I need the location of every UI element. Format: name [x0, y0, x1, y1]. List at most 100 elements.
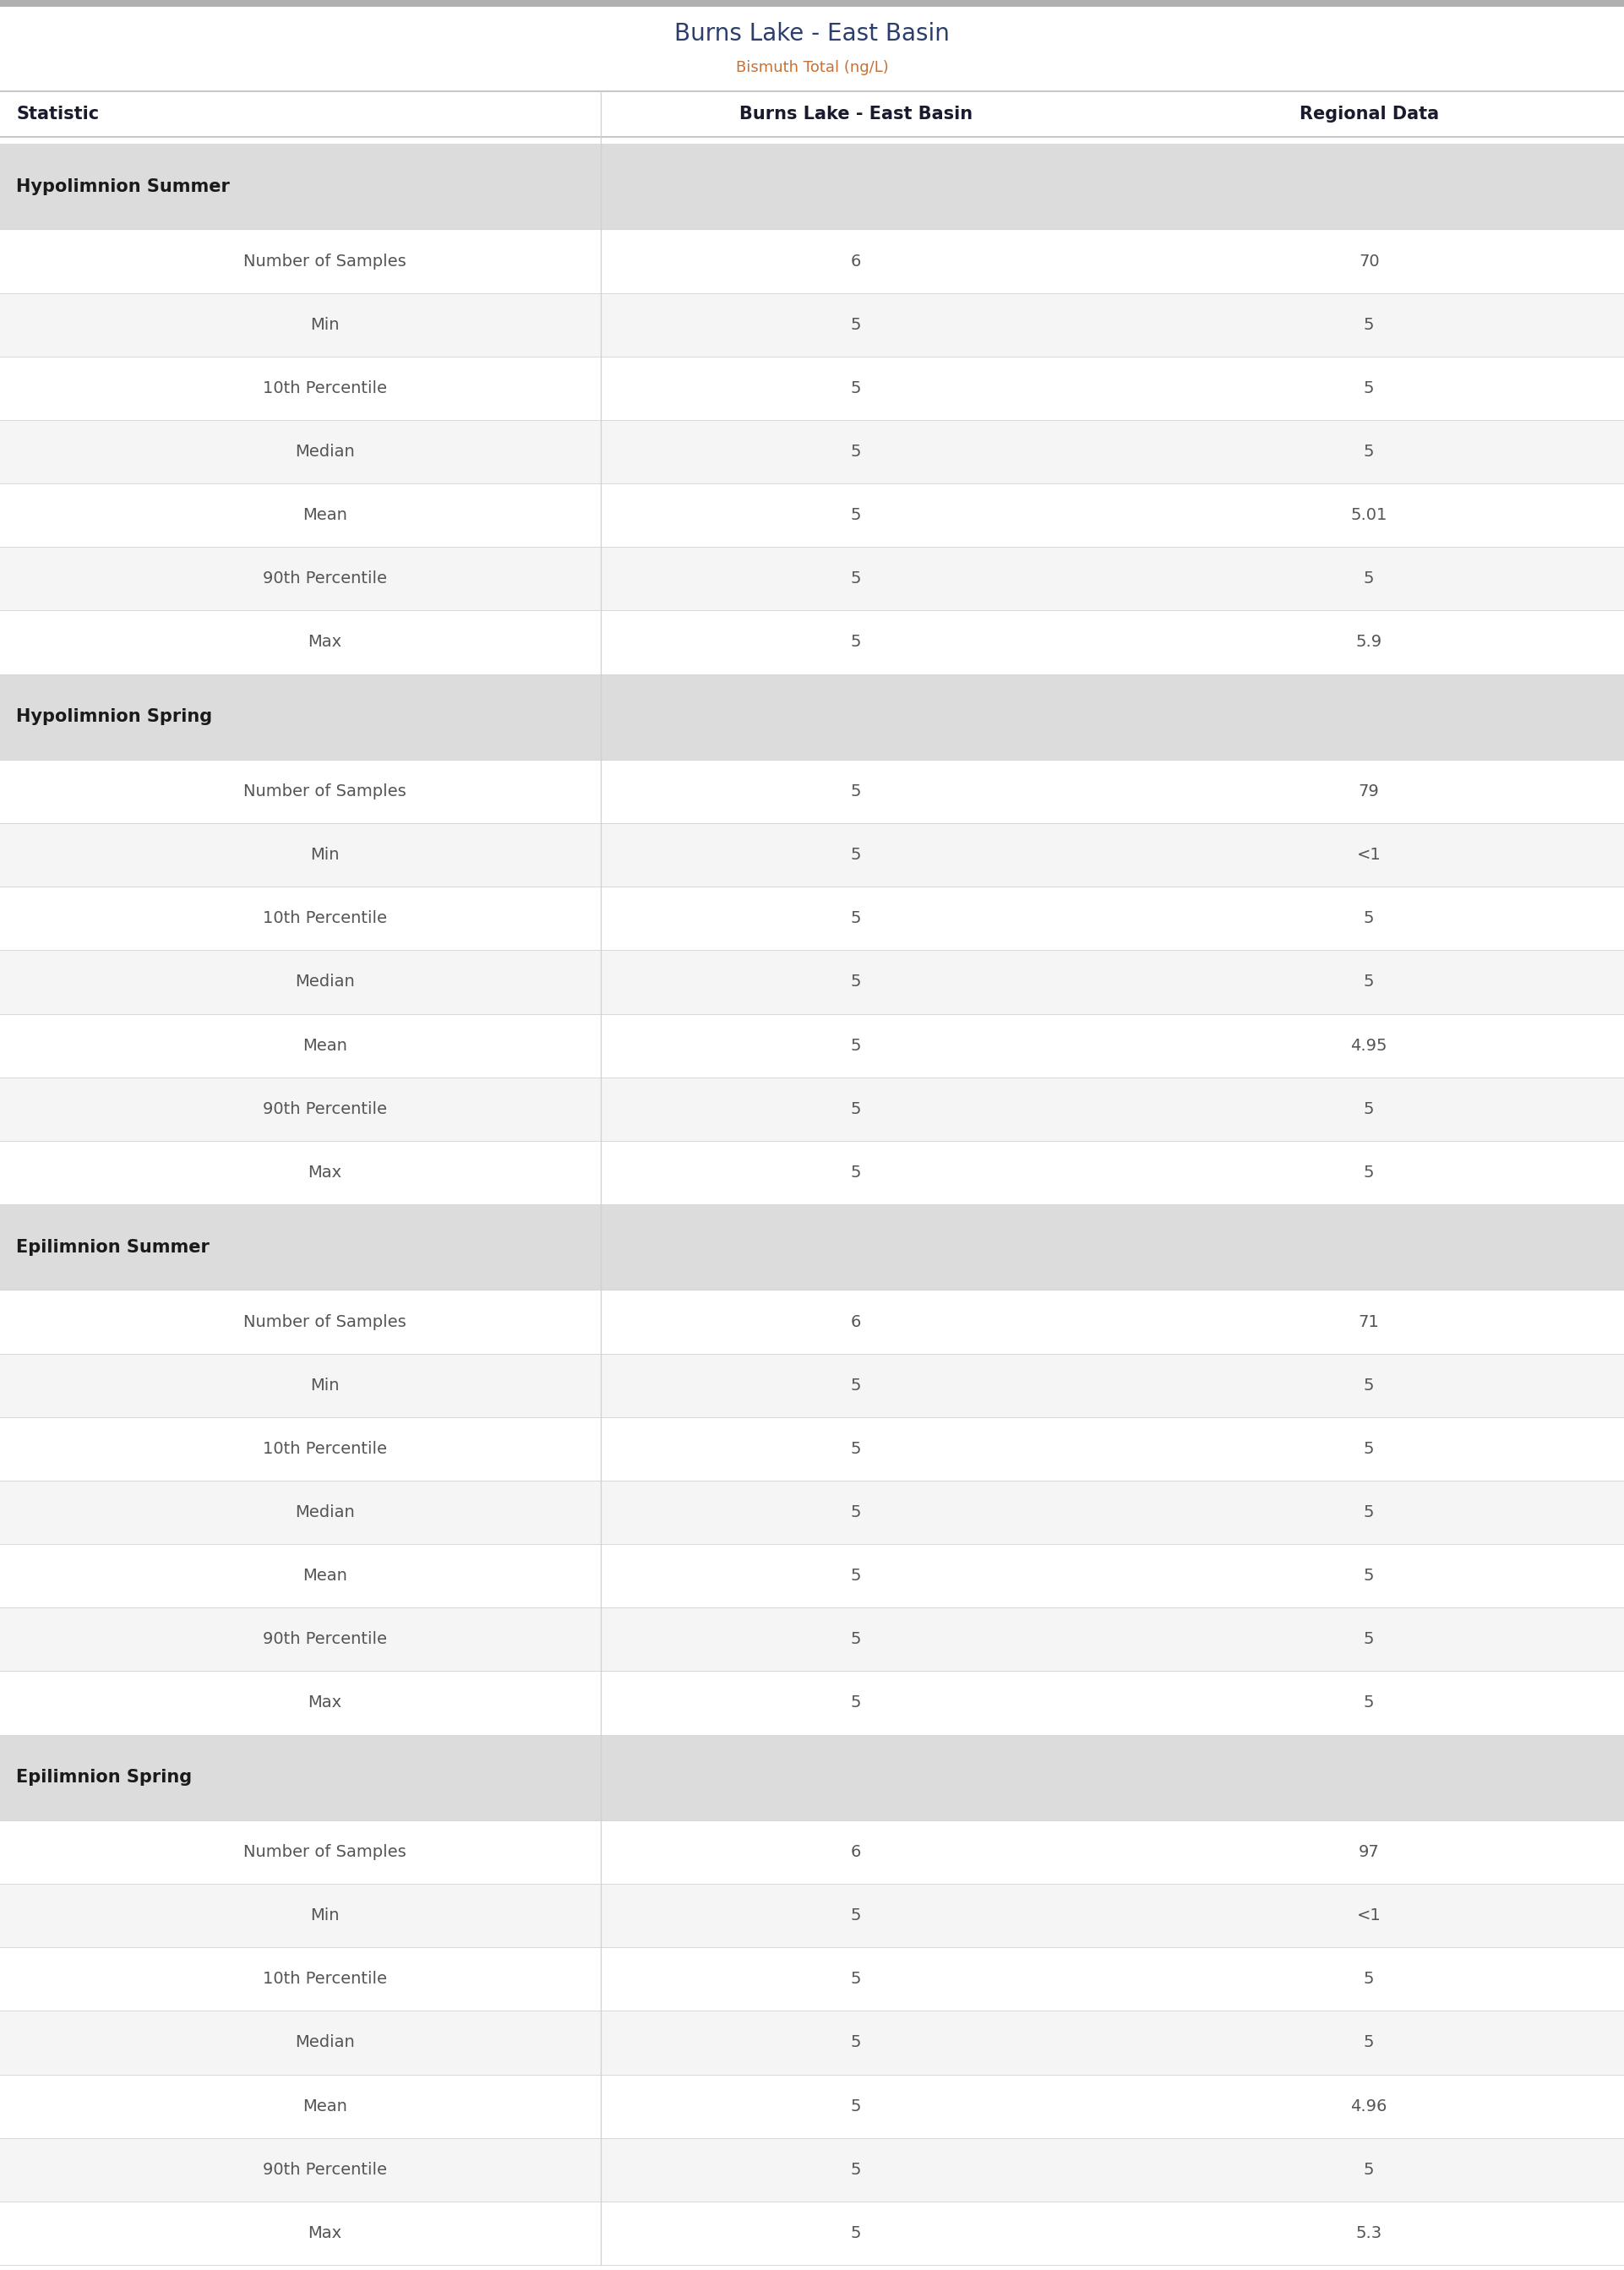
- Text: 4.95: 4.95: [1351, 1037, 1387, 1053]
- FancyBboxPatch shape: [0, 2138, 1624, 2202]
- Text: 5: 5: [851, 1378, 861, 1394]
- Text: Median: Median: [296, 2034, 354, 2050]
- FancyBboxPatch shape: [0, 1015, 1624, 1078]
- Text: 5: 5: [851, 2161, 861, 2177]
- Text: 5: 5: [1364, 1569, 1374, 1584]
- Text: 5: 5: [851, 316, 861, 334]
- FancyBboxPatch shape: [0, 1884, 1624, 1948]
- Text: 5: 5: [1364, 910, 1374, 926]
- FancyBboxPatch shape: [0, 1289, 1624, 1353]
- FancyBboxPatch shape: [0, 547, 1624, 611]
- Text: Mean: Mean: [302, 2097, 348, 2113]
- Text: Median: Median: [296, 1505, 354, 1521]
- FancyBboxPatch shape: [0, 420, 1624, 484]
- Text: 5: 5: [851, 1569, 861, 1584]
- Text: 5: 5: [851, 379, 861, 397]
- FancyBboxPatch shape: [0, 1142, 1624, 1205]
- FancyBboxPatch shape: [0, 143, 1624, 229]
- Text: 5: 5: [851, 1632, 861, 1648]
- Text: 71: 71: [1359, 1314, 1379, 1330]
- Text: 5.01: 5.01: [1351, 506, 1387, 524]
- Text: 4.96: 4.96: [1351, 2097, 1387, 2113]
- Text: Bismuth Total (ng/L): Bismuth Total (ng/L): [736, 59, 888, 75]
- Text: 10th Percentile: 10th Percentile: [263, 1970, 387, 1986]
- Text: Max: Max: [309, 1165, 341, 1180]
- Text: Min: Min: [310, 847, 339, 863]
- Text: Number of Samples: Number of Samples: [244, 1314, 406, 1330]
- FancyBboxPatch shape: [0, 1607, 1624, 1671]
- Text: Number of Samples: Number of Samples: [244, 783, 406, 799]
- FancyBboxPatch shape: [0, 1078, 1624, 1142]
- Text: 5: 5: [1364, 1696, 1374, 1712]
- Text: 10th Percentile: 10th Percentile: [263, 379, 387, 397]
- Text: 6: 6: [851, 1314, 861, 1330]
- Text: 5: 5: [851, 633, 861, 649]
- FancyBboxPatch shape: [0, 484, 1624, 547]
- Text: Mean: Mean: [302, 506, 348, 524]
- Text: 90th Percentile: 90th Percentile: [263, 1632, 387, 1648]
- Text: Epilimnion Summer: Epilimnion Summer: [16, 1239, 209, 1255]
- Text: Hypolimnion Summer: Hypolimnion Summer: [16, 177, 231, 195]
- FancyBboxPatch shape: [0, 1353, 1624, 1416]
- FancyBboxPatch shape: [0, 2202, 1624, 2265]
- Text: Median: Median: [296, 974, 354, 990]
- Text: Burns Lake - East Basin: Burns Lake - East Basin: [739, 107, 973, 123]
- Text: 5: 5: [851, 2034, 861, 2050]
- Text: 5: 5: [851, 1970, 861, 1986]
- FancyBboxPatch shape: [0, 356, 1624, 420]
- FancyBboxPatch shape: [0, 1671, 1624, 1734]
- Text: <1: <1: [1358, 1907, 1380, 1923]
- Text: 5: 5: [1364, 570, 1374, 586]
- Text: 5: 5: [851, 570, 861, 586]
- Text: 5: 5: [851, 2225, 861, 2240]
- Text: 5: 5: [851, 443, 861, 461]
- Text: 70: 70: [1359, 254, 1379, 270]
- FancyBboxPatch shape: [0, 760, 1624, 824]
- FancyBboxPatch shape: [0, 611, 1624, 674]
- FancyBboxPatch shape: [0, 1821, 1624, 1884]
- Text: 5: 5: [1364, 1505, 1374, 1521]
- Text: 5: 5: [851, 1101, 861, 1117]
- Text: Epilimnion Spring: Epilimnion Spring: [16, 1768, 192, 1786]
- Text: 5: 5: [851, 910, 861, 926]
- Text: Mean: Mean: [302, 1569, 348, 1584]
- Text: 5: 5: [851, 1441, 861, 1457]
- Text: Mean: Mean: [302, 1037, 348, 1053]
- Text: 5: 5: [1364, 379, 1374, 397]
- Text: 5: 5: [1364, 1378, 1374, 1394]
- Text: Max: Max: [309, 2225, 341, 2240]
- Text: Max: Max: [309, 633, 341, 649]
- Text: Number of Samples: Number of Samples: [244, 1843, 406, 1859]
- FancyBboxPatch shape: [0, 229, 1624, 293]
- Text: 5: 5: [1364, 974, 1374, 990]
- Text: 97: 97: [1359, 1843, 1379, 1859]
- Text: 5: 5: [851, 1165, 861, 1180]
- Text: 90th Percentile: 90th Percentile: [263, 1101, 387, 1117]
- Text: 6: 6: [851, 1843, 861, 1859]
- Text: 79: 79: [1359, 783, 1379, 799]
- Text: 5: 5: [1364, 443, 1374, 461]
- Text: 5: 5: [851, 1696, 861, 1712]
- Text: 5: 5: [1364, 2161, 1374, 2177]
- Text: Min: Min: [310, 1907, 339, 1923]
- FancyBboxPatch shape: [0, 2075, 1624, 2138]
- Text: 5: 5: [1364, 1165, 1374, 1180]
- FancyBboxPatch shape: [0, 1416, 1624, 1480]
- Text: Number of Samples: Number of Samples: [244, 254, 406, 270]
- Text: Hypolimnion Spring: Hypolimnion Spring: [16, 708, 213, 726]
- Text: 5.9: 5.9: [1356, 633, 1382, 649]
- Text: Burns Lake - East Basin: Burns Lake - East Basin: [674, 23, 950, 45]
- FancyBboxPatch shape: [0, 1544, 1624, 1607]
- Text: 5: 5: [851, 1037, 861, 1053]
- FancyBboxPatch shape: [0, 1948, 1624, 2011]
- Text: Max: Max: [309, 1696, 341, 1712]
- Text: <1: <1: [1358, 847, 1380, 863]
- Text: Statistic: Statistic: [16, 107, 99, 123]
- FancyBboxPatch shape: [0, 0, 1624, 7]
- FancyBboxPatch shape: [0, 888, 1624, 951]
- Text: 5: 5: [851, 974, 861, 990]
- Text: 5: 5: [1364, 1970, 1374, 1986]
- Text: 5: 5: [1364, 1101, 1374, 1117]
- Text: 5: 5: [851, 1505, 861, 1521]
- Text: 5: 5: [851, 847, 861, 863]
